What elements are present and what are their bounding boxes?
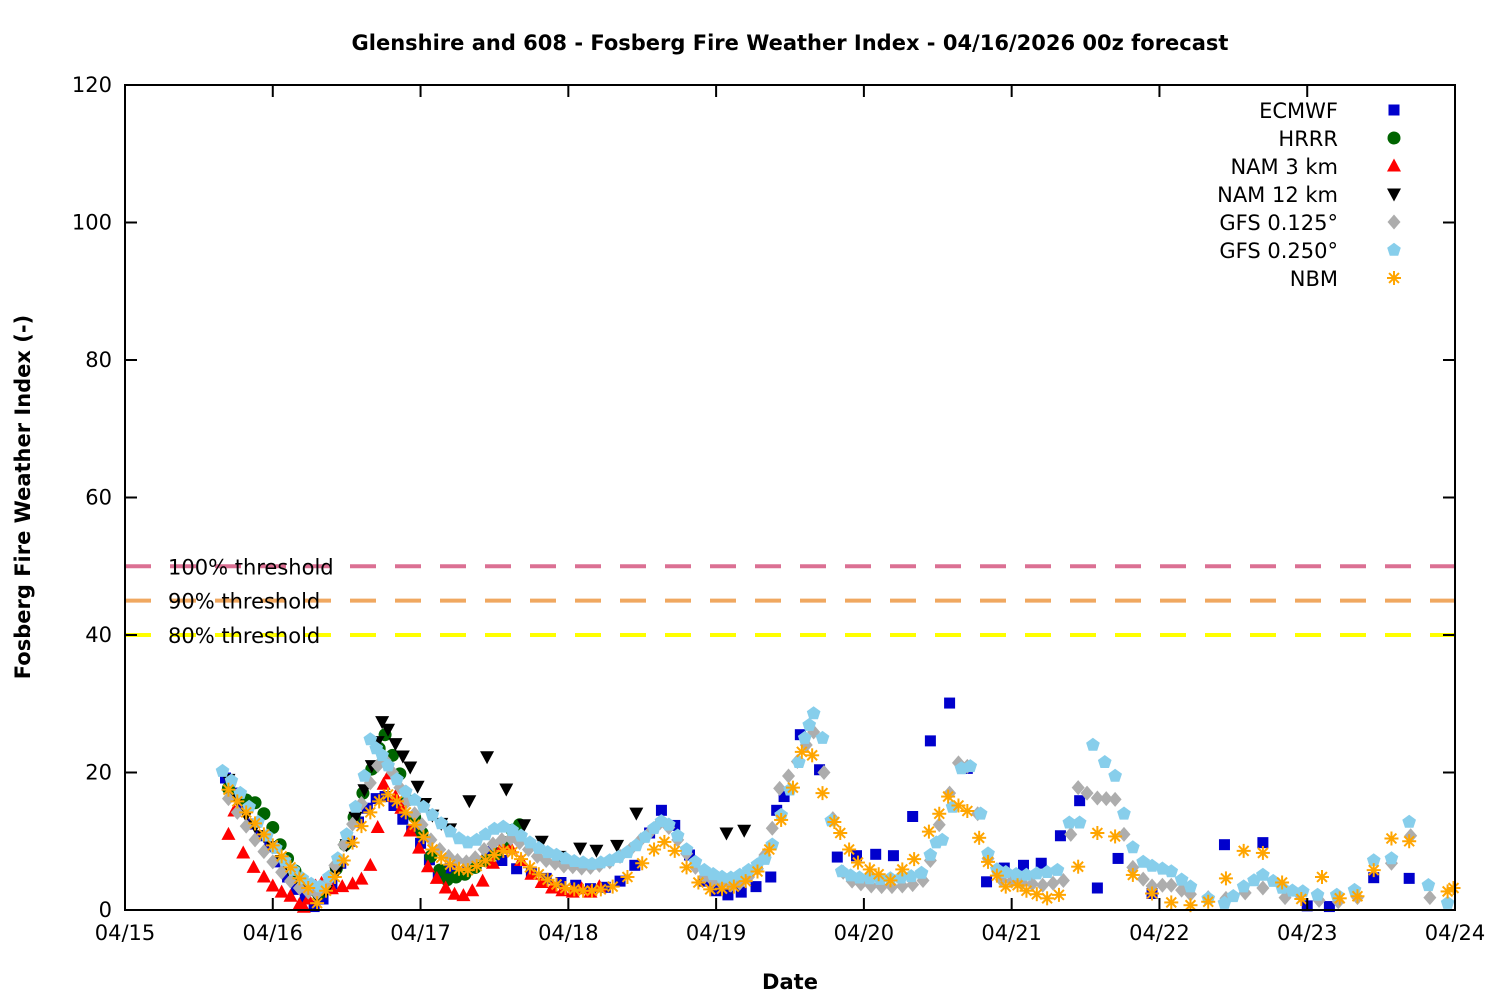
y-tick-label: 40 — [85, 623, 112, 647]
series-nbm — [221, 744, 1461, 913]
axis-tick-labels: 04/15 04/16 04/17 04/18 04/19 04/20 04/21 04/22… — [72, 73, 1485, 945]
y-tick-label: 60 — [85, 486, 112, 510]
x-tick-label: 04/19 — [686, 921, 747, 945]
y-tick-label: 80 — [85, 348, 112, 372]
legend-marker-pentagon-icon — [1387, 242, 1401, 256]
y-tick-label: 120 — [72, 73, 112, 97]
chart-title: Glenshire and 608 - Fosberg Fire Weather… — [352, 31, 1229, 55]
legend-label: ECMWF — [1259, 99, 1338, 123]
legend-label: GFS 0.125° — [1219, 211, 1338, 235]
legend-label: NAM 12 km — [1217, 183, 1338, 207]
x-tick-label: 04/22 — [1129, 921, 1190, 945]
legend-marker-diamond-icon — [1387, 214, 1401, 230]
x-axis-label: Date — [762, 970, 818, 994]
x-tick-label: 04/18 — [538, 921, 599, 945]
threshold-label: 90% threshold — [168, 590, 320, 614]
legend-item-gfs-0-250-: GFS 0.250° — [1219, 239, 1401, 263]
legend-marker-asterisk-icon — [1387, 271, 1401, 285]
legend-marker-triangle-down-icon — [1387, 188, 1401, 202]
legend-label: NAM 3 km — [1230, 155, 1338, 179]
y-tick-label: 0 — [99, 898, 112, 922]
x-tick-label: 04/23 — [1277, 921, 1338, 945]
axis-ticks — [124, 84, 1456, 911]
threshold-label: 80% threshold — [168, 624, 320, 648]
legend-item-nam-3-km: NAM 3 km — [1230, 155, 1401, 179]
chart-legend: ECMWF HRRR NAM 3 km NAM 12 km GFS 0.125° GFS … — [1217, 99, 1401, 291]
x-tick-label: 04/15 — [95, 921, 156, 945]
legend-label: GFS 0.250° — [1219, 239, 1338, 263]
x-tick-label: 04/21 — [981, 921, 1042, 945]
legend-marker-triangle-up-icon — [1387, 158, 1401, 172]
x-tick-label: 04/24 — [1425, 921, 1486, 945]
y-tick-label: 20 — [85, 761, 112, 785]
x-tick-label: 04/17 — [390, 921, 451, 945]
data-points — [215, 697, 1461, 913]
legend-marker-square-icon — [1388, 104, 1400, 116]
x-tick-label: 04/16 — [243, 921, 304, 945]
y-tick-label: 100 — [72, 211, 112, 235]
legend-marker-circle-icon — [1387, 131, 1401, 145]
legend-item-ecmwf: ECMWF — [1259, 99, 1400, 123]
threshold-label: 100% threshold — [168, 555, 334, 579]
threshold-lines: 100% threshold 90% threshold 80% threshold — [125, 555, 1455, 648]
legend-item-nam-12-km: NAM 12 km — [1217, 183, 1401, 207]
legend-item-nbm: NBM — [1290, 267, 1401, 291]
legend-item-gfs-0-125-: GFS 0.125° — [1219, 211, 1401, 235]
legend-label: NBM — [1290, 267, 1338, 291]
y-axis-label: Fosberg Fire Weather Index (-) — [11, 315, 35, 679]
x-tick-label: 04/20 — [834, 921, 895, 945]
legend-item-hrrr: HRRR — [1278, 127, 1401, 151]
legend-label: HRRR — [1278, 127, 1338, 151]
